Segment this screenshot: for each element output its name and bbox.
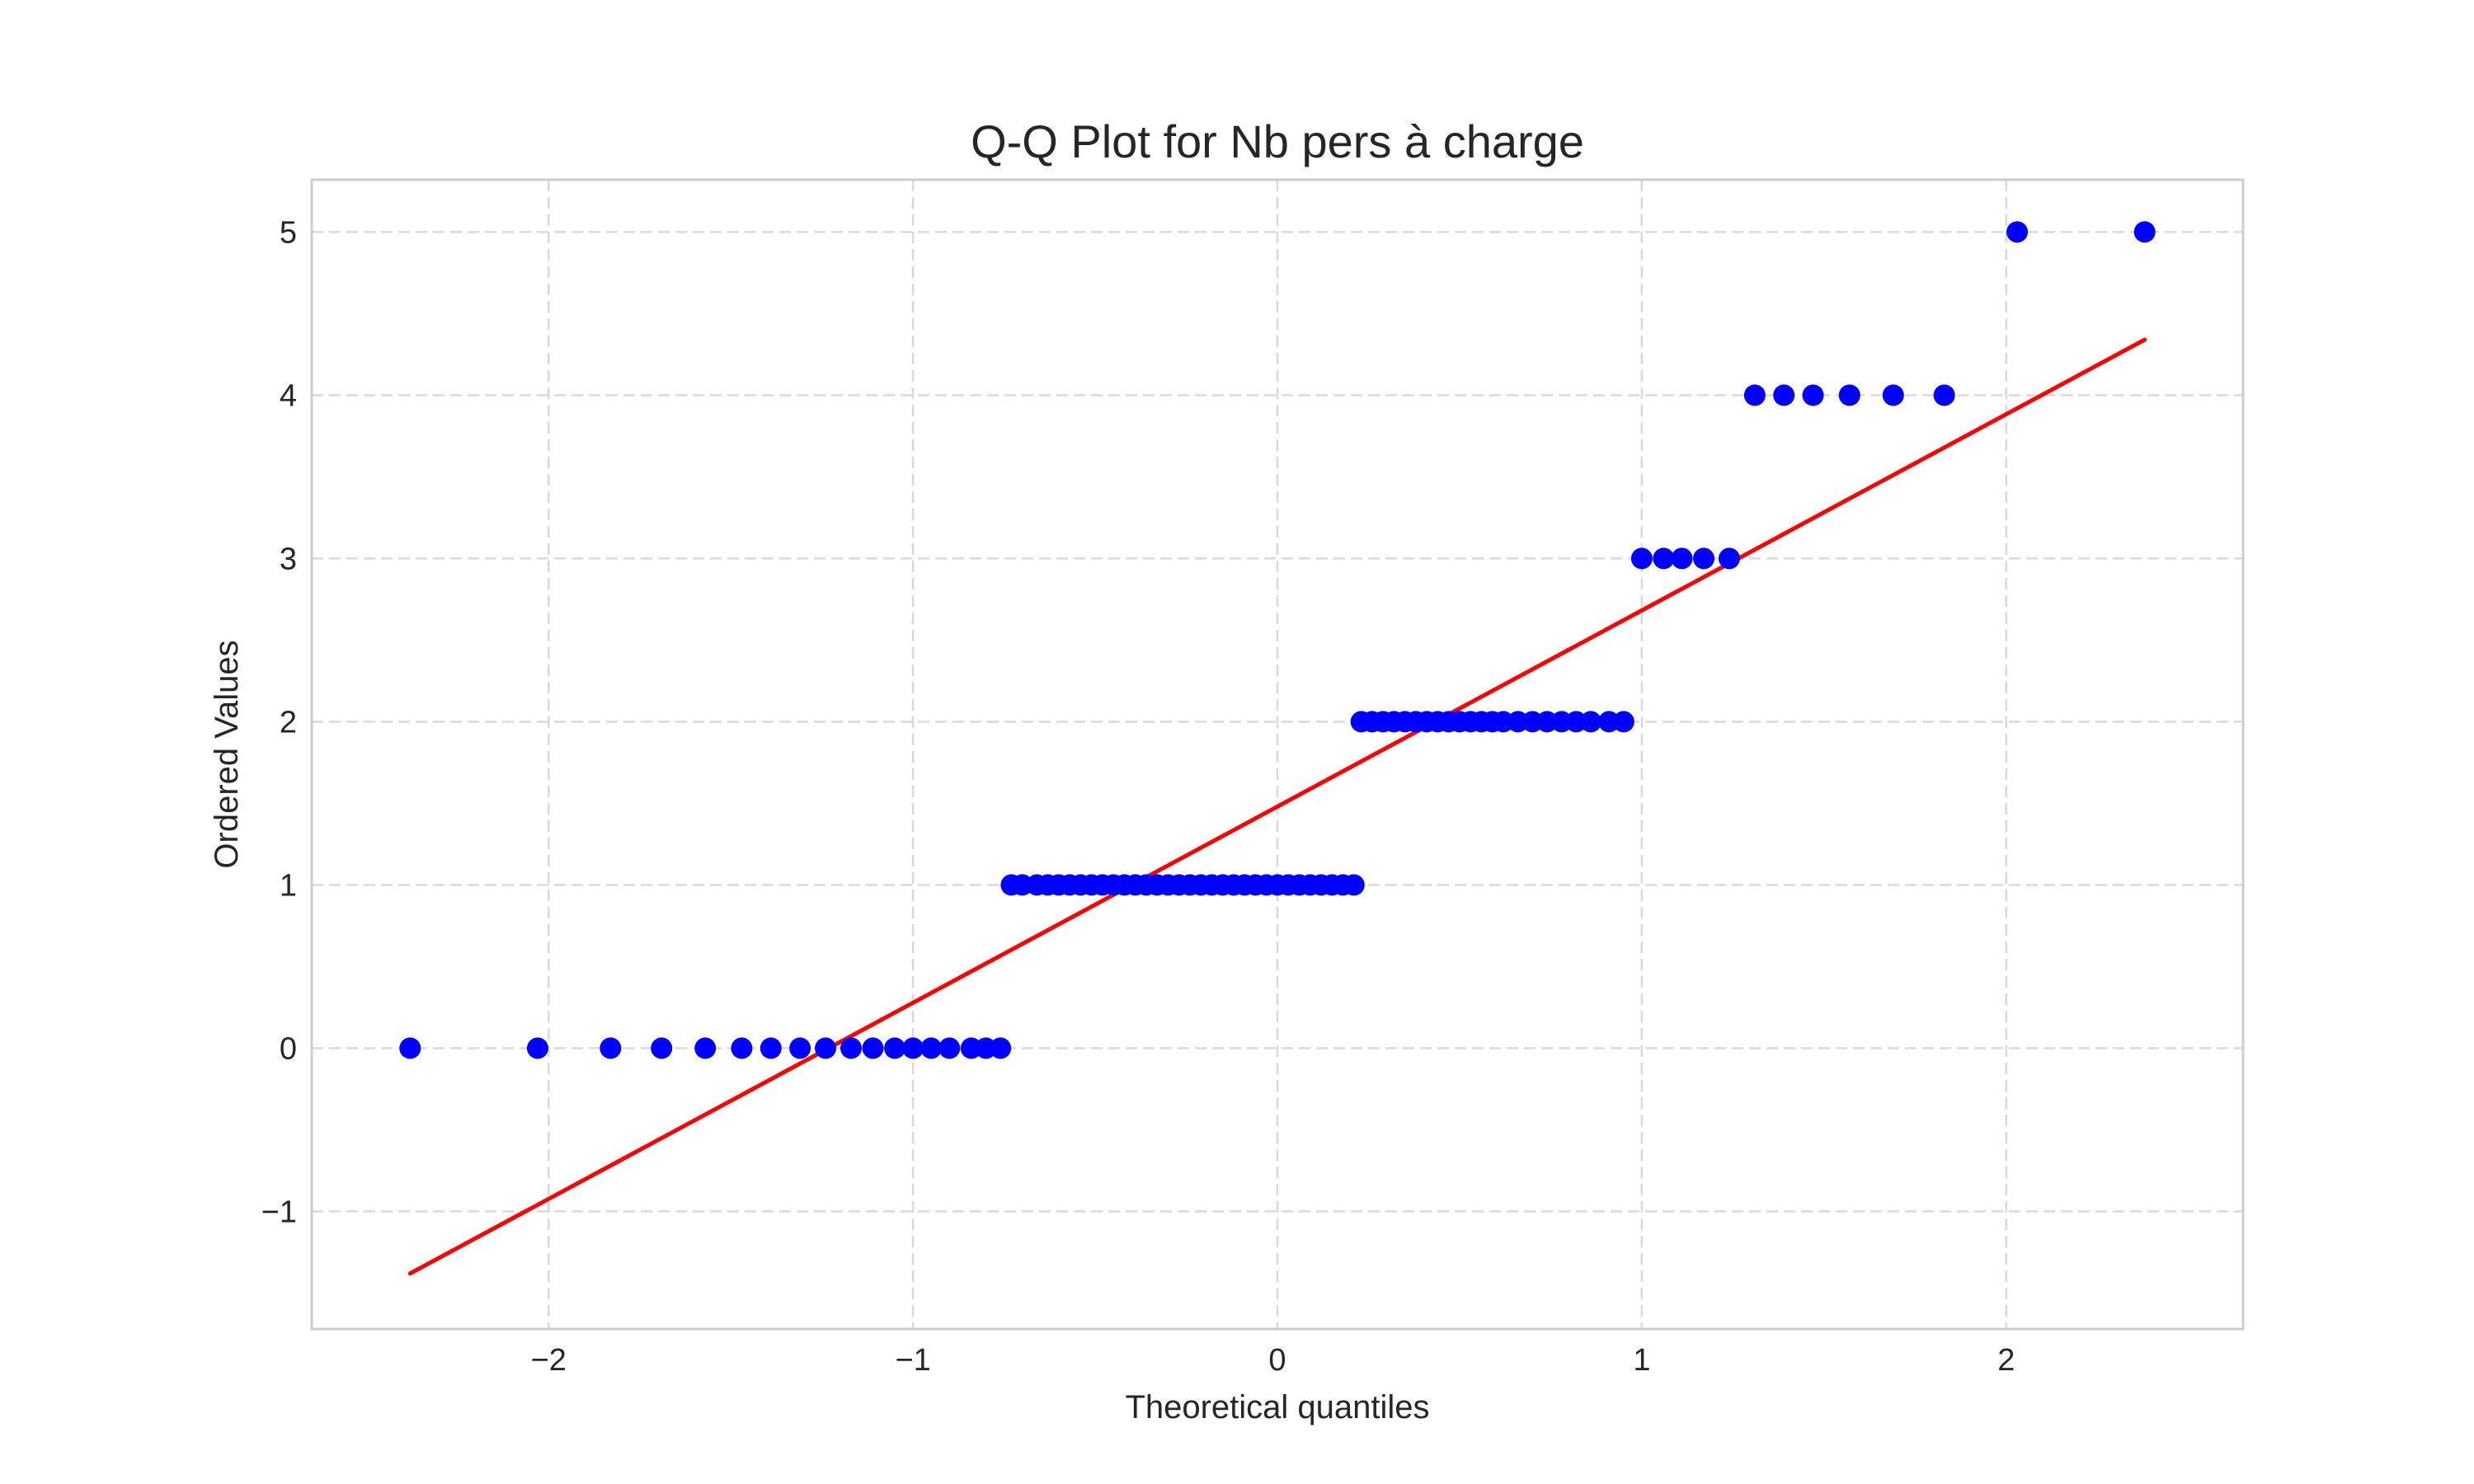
- data-point: [1653, 547, 1675, 570]
- data-point: [1612, 711, 1634, 733]
- y-tick-label: −1: [261, 1195, 297, 1229]
- data-point: [902, 1037, 924, 1059]
- x-tick-label: −1: [895, 1343, 930, 1378]
- data-point: [760, 1037, 782, 1059]
- data-point: [1630, 547, 1653, 570]
- data-point: [1743, 384, 1766, 406]
- data-point: [651, 1037, 673, 1059]
- data-point: [920, 1037, 943, 1059]
- data-point: [1933, 384, 1955, 406]
- y-axis-label: Ordered Values: [209, 640, 245, 868]
- data-point: [1773, 384, 1795, 406]
- data-point: [2133, 221, 2156, 243]
- x-tick-label: 1: [1633, 1343, 1650, 1378]
- y-tick-label: 5: [280, 215, 297, 250]
- grid-lines: [312, 180, 2243, 1329]
- data-point: [990, 1037, 1012, 1059]
- chart-title: Q-Q Plot for Nb pers à charge: [971, 115, 1584, 167]
- x-tick-label: −2: [531, 1343, 567, 1378]
- data-point: [884, 1037, 906, 1059]
- fit-line: [407, 337, 2147, 1276]
- data-point: [399, 1037, 421, 1059]
- data-point: [2006, 221, 2029, 243]
- y-tick-label: 0: [280, 1031, 297, 1066]
- data-point: [1838, 384, 1860, 406]
- data-point: [600, 1037, 622, 1059]
- data-point: [1671, 547, 1693, 570]
- data-point: [1718, 547, 1740, 570]
- data-point: [938, 1037, 961, 1059]
- data-point: [815, 1037, 837, 1059]
- data-point: [731, 1037, 753, 1059]
- tick-labels: −2 −1 0 1 2 −1 0 1 2 3 4 5: [261, 215, 2015, 1378]
- y-tick-label: 4: [280, 378, 297, 413]
- y-tick-label: 3: [280, 542, 297, 576]
- data-point: [1693, 547, 1715, 570]
- data-points: [399, 221, 2156, 1059]
- data-point: [862, 1037, 884, 1059]
- data-point: [1802, 384, 1824, 406]
- x-tick-label: 2: [1997, 1343, 2015, 1378]
- data-point: [840, 1037, 862, 1059]
- data-point: [526, 1037, 548, 1059]
- plot-area-frame: [310, 178, 2245, 1331]
- fit-line-layer: [407, 337, 2147, 1276]
- data-point: [1882, 384, 1904, 406]
- x-axis-label: Theoretical quantiles: [1125, 1389, 1429, 1425]
- data-point: [789, 1037, 811, 1059]
- data-point: [694, 1037, 717, 1059]
- x-tick-label: 0: [1268, 1343, 1286, 1378]
- y-tick-label: 2: [280, 705, 297, 740]
- y-tick-label: 1: [280, 868, 297, 903]
- data-point: [1343, 874, 1365, 896]
- data-point: [1580, 711, 1602, 733]
